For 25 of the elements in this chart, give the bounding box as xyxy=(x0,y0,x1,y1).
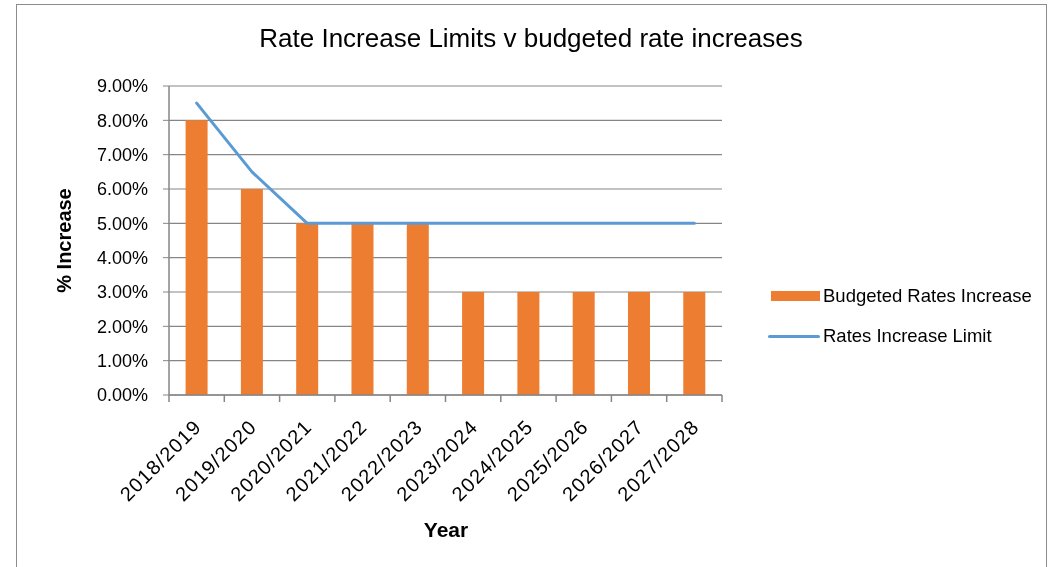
y-tick-label: 5.00% xyxy=(96,213,148,234)
bar xyxy=(185,120,208,395)
y-tick-label: 6.00% xyxy=(96,179,148,200)
y-tick-label: 7.00% xyxy=(96,145,148,166)
y-tick-label: 9.00% xyxy=(96,76,148,97)
bar xyxy=(683,292,706,395)
bar xyxy=(572,292,595,395)
bar xyxy=(296,223,319,395)
y-tick-label: 2.00% xyxy=(96,316,148,337)
bar xyxy=(627,292,650,395)
bar xyxy=(517,292,540,395)
y-axis-title: % Increase xyxy=(52,187,76,295)
y-tick-label: 3.00% xyxy=(96,282,148,303)
bar xyxy=(462,292,485,395)
bar xyxy=(406,223,429,395)
y-tick-label: 4.00% xyxy=(96,248,148,269)
x-axis-title: Year xyxy=(422,518,470,542)
chart-title: Rate Increase Limits v budgeted rate increases xyxy=(258,23,804,54)
bar xyxy=(351,223,374,395)
legend-label: Budgeted Rates Increase xyxy=(823,285,1032,307)
legend-label: Rates Increase Limit xyxy=(823,325,992,347)
y-tick-label: 0.00% xyxy=(96,385,148,406)
y-tick-label: 8.00% xyxy=(96,110,148,131)
bar xyxy=(240,189,263,395)
y-tick-label: 1.00% xyxy=(96,351,148,372)
